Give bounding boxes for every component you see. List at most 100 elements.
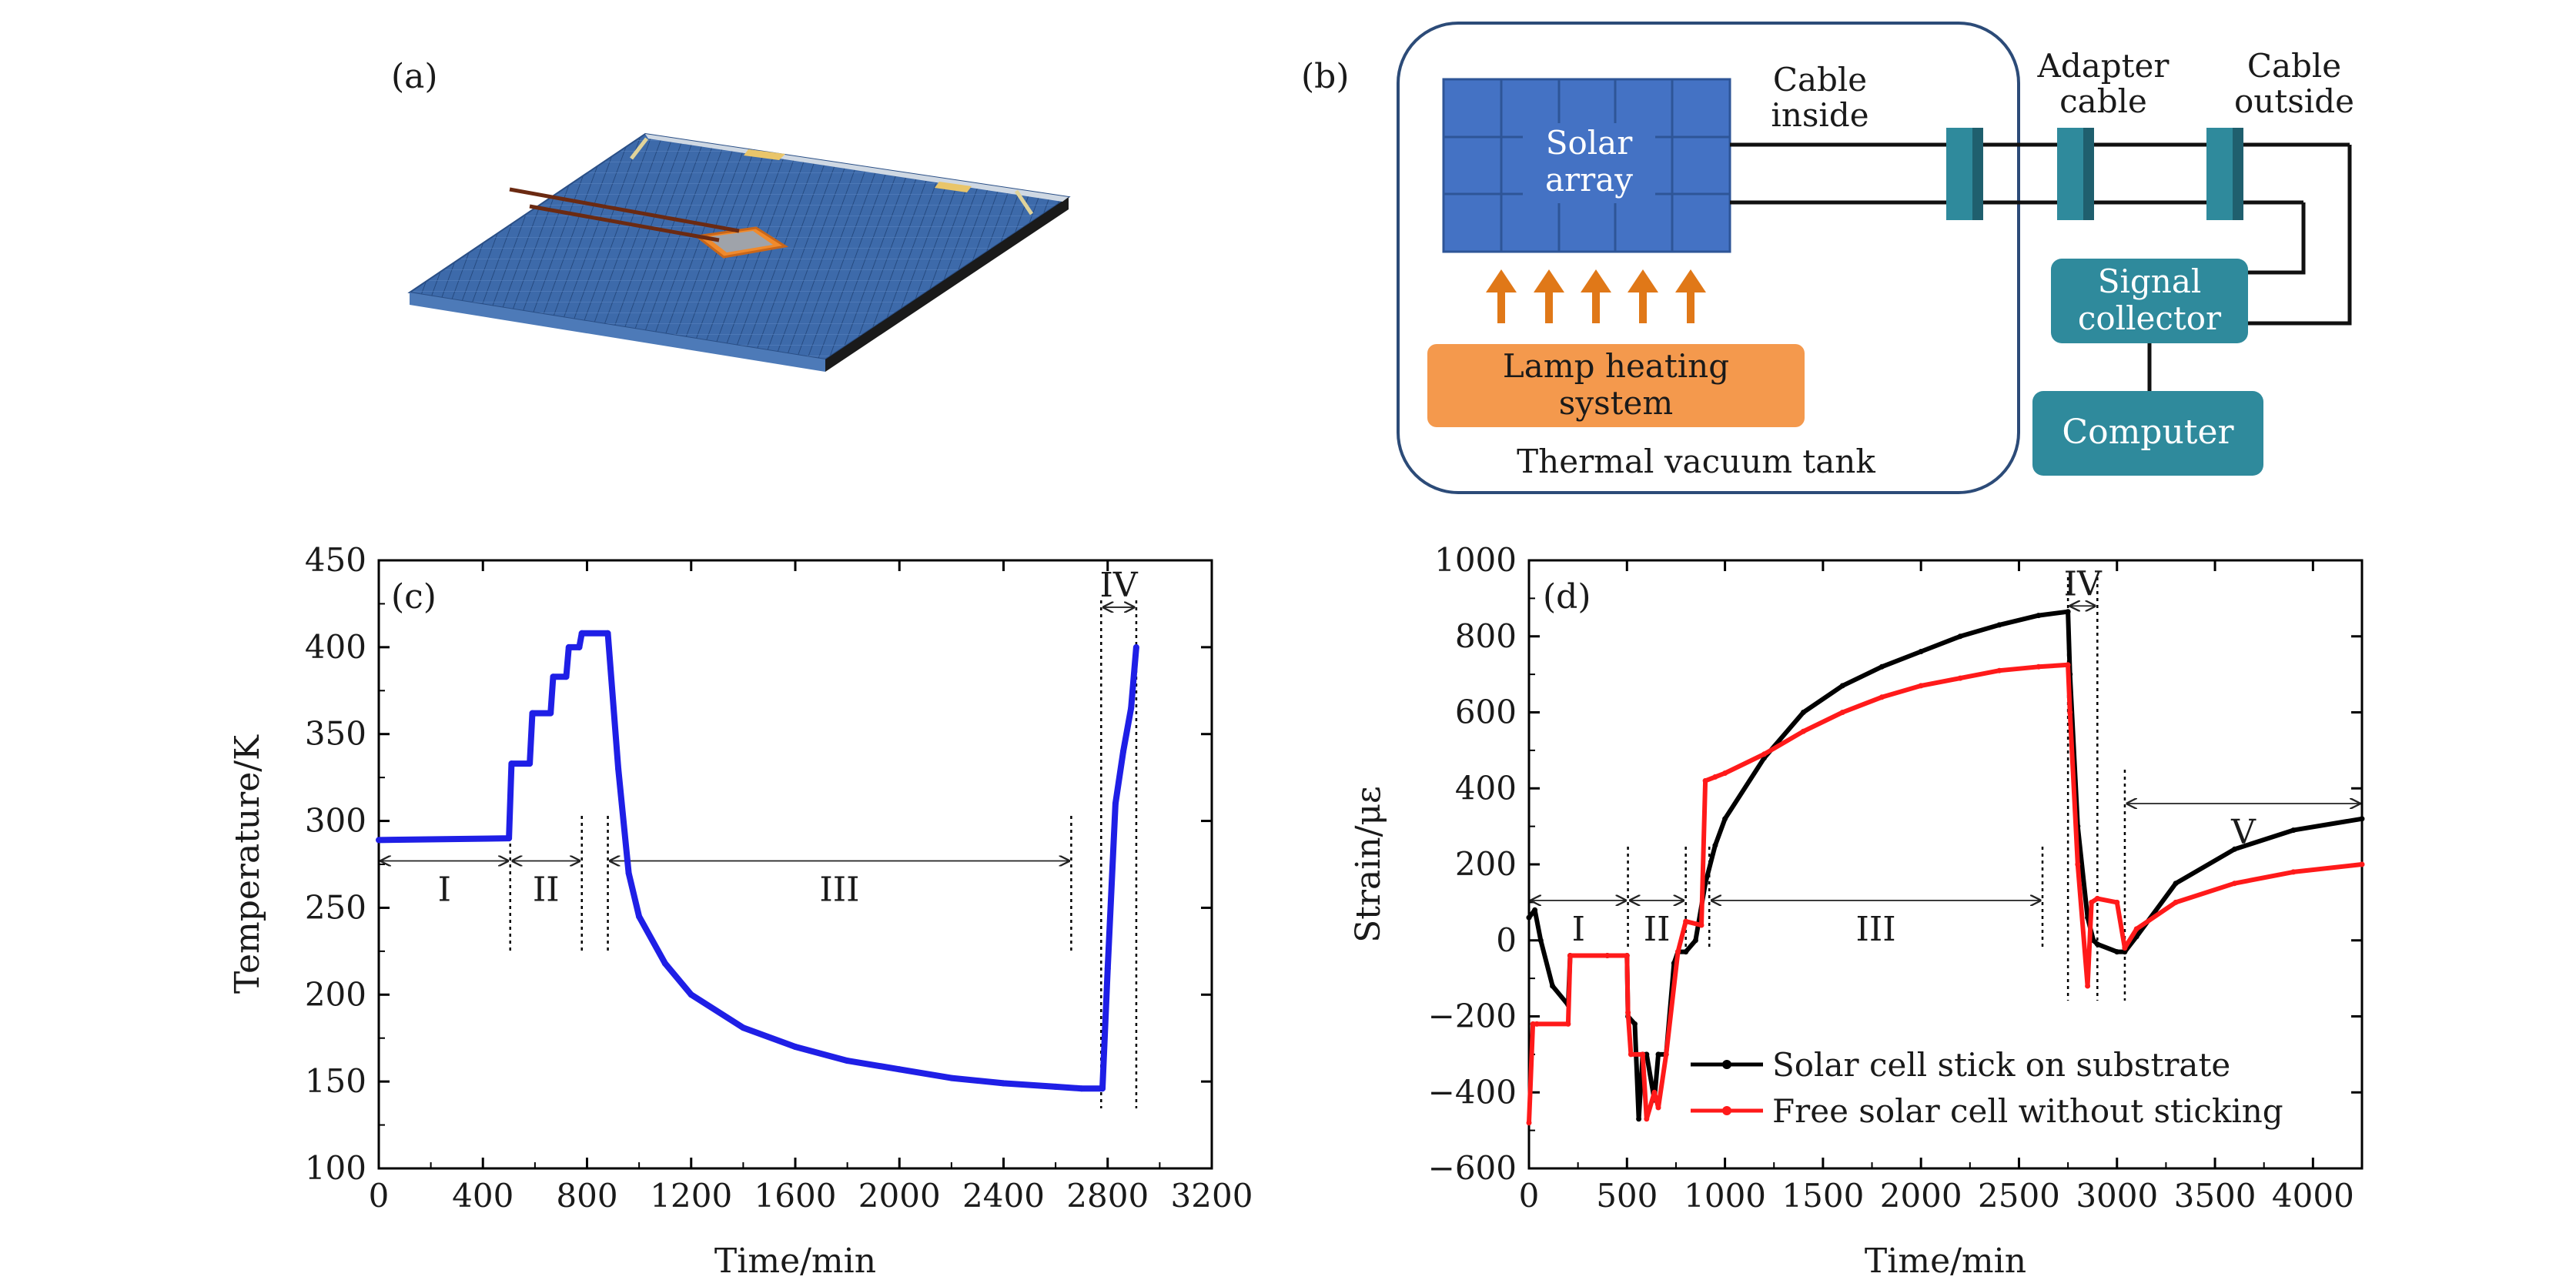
- c-data-point: [948, 1074, 955, 1081]
- c-data-point: [1132, 643, 1139, 650]
- d-data-point: [2089, 899, 2095, 905]
- c-data-point: [896, 1066, 903, 1073]
- d-data-point: [1878, 694, 1885, 700]
- d-data-point: [1567, 953, 1573, 958]
- d-data-point: [1800, 710, 1806, 715]
- d-data-point: [1839, 710, 1845, 715]
- d-data-point: [1532, 907, 1538, 913]
- heat-arrows: [1486, 269, 1706, 323]
- chart-d-xlabel: Time/min: [1865, 1242, 2026, 1280]
- solar-cell-illustration: [407, 132, 1071, 372]
- lamp-label-line1: Lamp heating: [1503, 347, 1729, 385]
- d-ytick-label: 1000: [1434, 541, 1517, 579]
- chart-d-legend: Solar cell stick on substrate Free solar…: [1691, 1046, 2283, 1130]
- d-data-point: [2133, 926, 2139, 932]
- c-data-point: [1104, 965, 1111, 972]
- legend-marker-red: [1722, 1106, 1731, 1115]
- c-ytick-label: 350: [305, 715, 366, 753]
- d-data-point: [1644, 1116, 1650, 1122]
- chart-d-ylabel: Strain/με: [1349, 786, 1388, 943]
- c-data-point: [508, 760, 515, 767]
- legend-label-red: Free solar cell without sticking: [1772, 1092, 2283, 1130]
- d-data-point: [1651, 1089, 1658, 1095]
- c-data-point: [576, 643, 583, 650]
- c-data-point: [661, 960, 668, 967]
- c-data-point: [604, 630, 611, 637]
- d-data-point: [1636, 1116, 1642, 1122]
- cable-inside-line1: Cable: [1773, 61, 1867, 99]
- d-data-point: [1675, 949, 1681, 955]
- d-data-point: [1526, 914, 1532, 921]
- c-xtick-label: 2800: [1066, 1177, 1149, 1215]
- c-data-point: [625, 870, 632, 877]
- tank-label: Thermal vacuum tank: [1517, 443, 1875, 480]
- d-data-point: [2114, 949, 2120, 955]
- c-data-point: [792, 1044, 798, 1050]
- adapter-cable-line1: Adapter: [2037, 47, 2170, 85]
- d-data-point: [1663, 1051, 1669, 1058]
- c-xtick-label: 2400: [962, 1177, 1045, 1215]
- d-xtick-label: 500: [1596, 1177, 1658, 1215]
- d-data-point: [1839, 683, 1845, 689]
- c-data-point: [687, 991, 694, 998]
- c-stage-label-II: II: [533, 870, 560, 909]
- c-data-point: [1000, 1080, 1007, 1087]
- panel-b-label: (b): [1301, 57, 1350, 96]
- c-data-point: [1112, 800, 1119, 807]
- d-xtick-label: 4000: [2272, 1177, 2354, 1215]
- d-data-point: [1604, 953, 1611, 958]
- d-data-point: [2075, 861, 2081, 867]
- c-ytick-label: 250: [305, 888, 366, 926]
- c-data-point: [563, 673, 570, 680]
- d-stage-label-III: III: [1856, 910, 1896, 949]
- legend-marker-black: [1722, 1060, 1731, 1069]
- chart-c: (c) Time/min Temperature/K 0 400 800 1200 16…: [228, 541, 1253, 1280]
- d-data-point: [1722, 816, 1728, 822]
- d-stage-label-I: I: [1572, 910, 1585, 949]
- d-data-point: [2085, 983, 2091, 989]
- d-series-line-0: [1527, 609, 2363, 1121]
- chart-c-panel-label: (c): [391, 577, 437, 617]
- c-data-point: [527, 760, 534, 767]
- panel-b: (b) Thermal vacuum tank Solar array Lamp…: [1301, 22, 2354, 494]
- d-data-point: [2290, 869, 2297, 875]
- signal-collector: Signal collector: [2051, 259, 2248, 343]
- c-xtick-label: 2000: [858, 1177, 941, 1215]
- d-data-point: [1683, 949, 1689, 955]
- c-data-point: [376, 837, 382, 844]
- solar-array-label-line2: array: [1545, 161, 1633, 199]
- d-stage-label-II: II: [1644, 910, 1671, 949]
- d-xtick-label: 0: [1519, 1177, 1540, 1215]
- d-data-point: [2173, 881, 2179, 887]
- c-xtick-label: 400: [452, 1177, 514, 1215]
- d-data-point: [2359, 816, 2365, 822]
- d-data-point: [1537, 937, 1544, 944]
- panel-a-label: (a): [391, 57, 438, 96]
- d-data-point: [1761, 751, 1767, 757]
- cable-inside-line2: inside: [1771, 96, 1868, 134]
- c-data-point: [529, 710, 536, 717]
- c-data-point: [615, 765, 622, 772]
- d-data-point: [2036, 613, 2042, 619]
- d-data-point: [1712, 842, 1718, 848]
- c-data-point: [506, 835, 513, 842]
- d-data-point: [2036, 663, 2042, 670]
- computer: Computer: [2032, 391, 2263, 476]
- d-data-point: [2065, 609, 2071, 615]
- d-data-point: [2094, 895, 2100, 901]
- c-xtick-label: 3200: [1171, 1177, 1253, 1215]
- panel-a: (a): [391, 57, 1071, 372]
- d-data-point: [1628, 1051, 1634, 1058]
- d-data-point: [2122, 949, 2128, 955]
- c-data-point: [565, 643, 572, 650]
- d-data-point: [1644, 1051, 1650, 1058]
- d-data-point: [1655, 1051, 1661, 1058]
- d-ytick-label: −600: [1428, 1149, 1517, 1187]
- solar-array-box: Solar array: [1442, 78, 1731, 253]
- d-data-point: [2232, 846, 2237, 852]
- d-data-point: [2094, 941, 2100, 947]
- lamp-heating-system: Lamp heating system: [1427, 344, 1805, 427]
- c-ytick-label: 100: [305, 1149, 366, 1187]
- d-xtick-label: 2000: [1880, 1177, 1962, 1215]
